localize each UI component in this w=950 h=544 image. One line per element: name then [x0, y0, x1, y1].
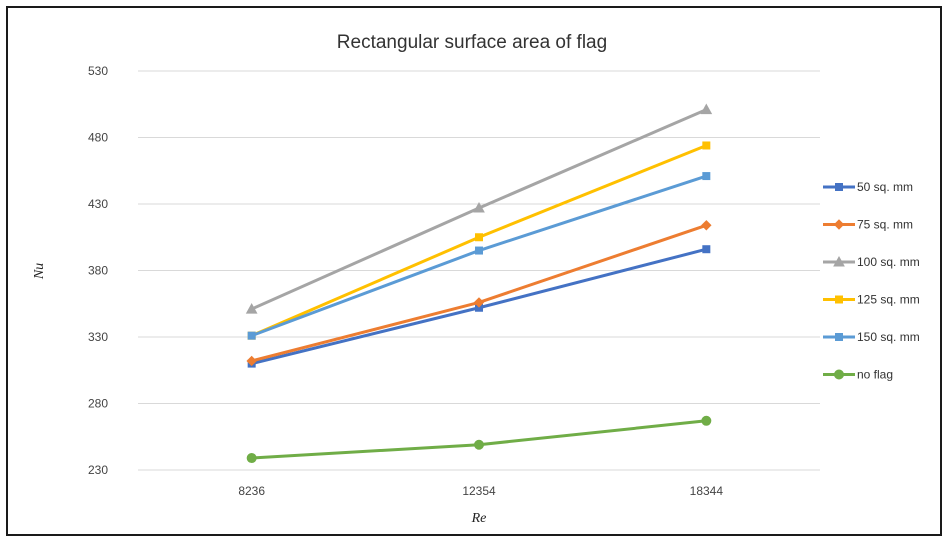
data-point — [245, 303, 258, 314]
series-line — [251, 419, 707, 460]
legend-marker — [834, 369, 844, 380]
y-axis-ticks: 230 280 330 380 430 480 530 — [88, 64, 108, 477]
legend-marker — [833, 219, 845, 230]
x-axis-ticks: 8236 12354 18344 — [238, 484, 723, 498]
legend-marker — [835, 333, 843, 341]
series-line — [251, 223, 707, 363]
data-point — [246, 355, 257, 367]
data-point — [246, 453, 257, 464]
data-point — [475, 246, 483, 255]
legend-item: 125 sq. mm — [823, 293, 920, 307]
gridlines — [138, 70, 820, 471]
data-point — [701, 415, 712, 426]
data-point — [702, 245, 711, 254]
series-5 — [246, 415, 712, 464]
y-tick-label: 230 — [88, 463, 108, 477]
legend-label: 150 sq. mm — [857, 330, 920, 344]
y-tick-label: 530 — [88, 64, 108, 78]
chart-title: Rectangular surface area of flag — [337, 32, 607, 53]
legend-item: 75 sq. mm — [823, 218, 913, 232]
legend-label: no flag — [857, 368, 893, 382]
legend-item: 150 sq. mm — [823, 330, 920, 344]
legend-marker — [833, 255, 845, 267]
data-point — [473, 297, 485, 308]
y-tick-label: 330 — [88, 330, 108, 344]
legend-marker — [835, 295, 843, 304]
legend-label: 100 sq. mm — [857, 255, 920, 269]
y-axis-title: Nu — [32, 263, 47, 280]
legend-item: 50 sq. mm — [823, 180, 913, 194]
legend-item: no flag — [823, 368, 893, 382]
x-tick-label: 8236 — [238, 484, 265, 498]
x-axis-title: Re — [471, 511, 487, 526]
data-point — [702, 172, 711, 181]
data-point — [474, 439, 484, 450]
legend: 50 sq. mm 75 sq. mm 100 sq. mm 125 sq. mm 15… — [823, 180, 920, 382]
legend-label: 75 sq. mm — [857, 218, 913, 232]
y-tick-label: 430 — [88, 197, 108, 211]
series-4 — [247, 172, 711, 340]
x-tick-label: 12354 — [462, 484, 496, 498]
y-tick-label: 280 — [88, 397, 108, 411]
series-1 — [246, 220, 712, 367]
series-layer — [245, 103, 713, 464]
y-tick-label: 380 — [88, 264, 108, 278]
data-point — [702, 141, 711, 150]
legend-item: 100 sq. mm — [823, 255, 920, 269]
legend-label: 50 sq. mm — [857, 180, 913, 194]
data-point — [247, 331, 256, 340]
legend-marker — [835, 183, 843, 191]
data-point — [701, 220, 712, 231]
series-2 — [245, 103, 713, 314]
x-tick-label: 18344 — [690, 484, 724, 498]
data-point — [700, 103, 713, 115]
y-tick-label: 480 — [88, 131, 108, 145]
data-point — [475, 233, 483, 242]
data-point — [473, 201, 485, 213]
legend-label: 125 sq. mm — [857, 293, 920, 307]
